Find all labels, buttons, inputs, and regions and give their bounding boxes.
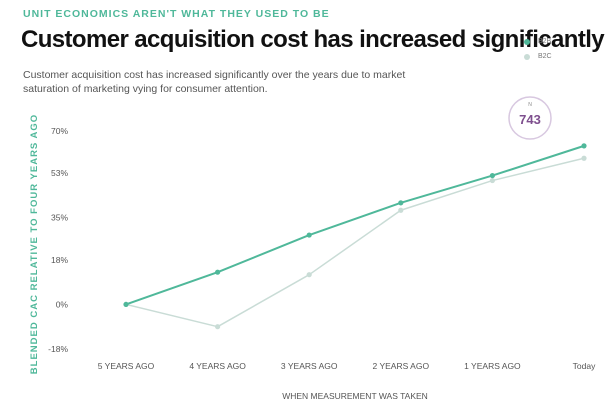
x-axis: 5 YEARS AGO 4 YEARS AGO 3 YEARS AGO 2 YEARS… bbox=[98, 361, 596, 371]
data-point-b2b bbox=[581, 143, 587, 149]
chart-title: Customer acquisition cost has increased … bbox=[21, 26, 605, 53]
data-point-b2b bbox=[306, 232, 312, 238]
series-line-b2c bbox=[125, 157, 585, 328]
legend-label-b2b: B2B bbox=[538, 38, 552, 45]
series-group bbox=[123, 143, 587, 330]
y-tick-label: 18% bbox=[51, 255, 68, 265]
y-axis-title: BLENDED CAC RELATIVE TO FOUR YEARS AGO bbox=[29, 114, 40, 374]
data-point-b2b bbox=[398, 200, 404, 206]
chart-legend: B2B B2C bbox=[524, 38, 552, 68]
chart-subtitle: Customer acquisition cost has increased … bbox=[23, 69, 406, 95]
series-line-b2b bbox=[125, 144, 585, 306]
x-tick-label: 1 YEARS AGO bbox=[464, 361, 521, 371]
data-point-b2c bbox=[215, 324, 221, 330]
data-point-b2b bbox=[489, 172, 495, 179]
annotation-label: N bbox=[528, 102, 532, 108]
x-tick-label: Today bbox=[573, 361, 596, 371]
data-point-b2c bbox=[581, 155, 587, 161]
x-tick-label: 2 YEARS AGO bbox=[373, 361, 430, 371]
data-point-b2c bbox=[306, 272, 312, 278]
legend-label-b2c: B2C bbox=[538, 53, 552, 60]
x-tick-label: 5 YEARS AGO bbox=[98, 361, 155, 371]
legend-swatch-b2c bbox=[524, 53, 530, 60]
annotation-circle bbox=[508, 96, 552, 140]
y-tick-label: 53% bbox=[51, 168, 68, 178]
legend-item-b2c: B2C bbox=[524, 53, 552, 60]
data-point-b2b bbox=[215, 269, 221, 275]
y-tick-label: 70% bbox=[51, 126, 68, 136]
legend-swatch-b2b bbox=[524, 38, 530, 45]
data-point-b2b bbox=[123, 301, 129, 308]
y-axis: -18% 0% 18% 35% 53% 70% bbox=[48, 126, 68, 354]
data-point-b2c bbox=[398, 207, 404, 213]
y-tick-label: 35% bbox=[51, 213, 68, 223]
x-tick-label: 4 YEARS AGO bbox=[189, 361, 246, 371]
annotation-value: 743 bbox=[519, 112, 541, 127]
y-tick-label: -18% bbox=[48, 344, 68, 354]
x-tick-label: 3 YEARS AGO bbox=[281, 361, 338, 371]
y-tick-label: 0% bbox=[56, 299, 69, 309]
legend-item-b2b: B2B bbox=[524, 38, 552, 45]
chart-kicker: UNIT ECONOMICS AREN'T WHAT THEY USED TO … bbox=[23, 8, 330, 20]
data-point-b2c bbox=[489, 177, 495, 184]
annotation-callout: N 743 bbox=[508, 96, 552, 140]
x-axis-title: WHEN MEASUREMENT WAS TAKEN bbox=[282, 391, 428, 401]
